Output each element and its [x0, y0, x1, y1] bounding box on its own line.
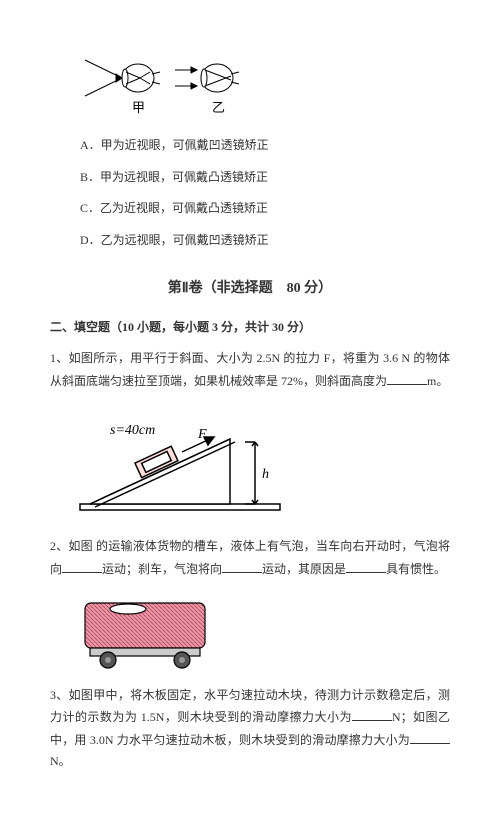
- p2-mid2: 运动，其原因是: [262, 562, 346, 576]
- option-d: D．乙为远视眼，可佩戴凹透镜矫正: [80, 230, 450, 252]
- p2-mid: 运动；刹车，气泡将向: [102, 562, 222, 576]
- p2-post: 具有惯性。: [386, 562, 446, 576]
- h-label: h: [262, 467, 269, 482]
- blank: [387, 370, 427, 385]
- tank-truck-figure: [70, 593, 450, 673]
- blank: [410, 729, 450, 744]
- blank: [222, 558, 262, 573]
- eye-diagram-svg: 甲 乙: [80, 50, 260, 120]
- incline-figure: s=40cm F h: [70, 404, 450, 524]
- p3-post: N。: [50, 754, 71, 768]
- eye-label-left: 甲: [132, 100, 145, 115]
- eye-label-right: 乙: [212, 100, 225, 115]
- blank: [352, 706, 392, 721]
- p1-text-post: m。: [427, 374, 448, 388]
- problem-3: 3、如图甲中，将木板固定，水平匀速拉动木块，待测力计示数稳定后，测力计的示数为为…: [50, 685, 450, 773]
- s-label: s=40cm: [110, 423, 155, 438]
- blank: [62, 558, 102, 573]
- f-label: F: [197, 427, 207, 442]
- sub-title: 二、填空题（10 小题，每小题 3 分，共计 30 分）: [50, 317, 450, 339]
- blank: [346, 558, 386, 573]
- section-title: 第Ⅱ卷（非选择题 80 分）: [50, 276, 450, 301]
- incline-svg: s=40cm F h: [70, 404, 300, 524]
- problem-2: 2、如图 的运输液体货物的槽车，液体上有气泡，当车向右开动时，气泡将向运动；刹车…: [50, 536, 450, 580]
- option-c: C．乙为近视眼，可佩戴凸透镜矫正: [80, 198, 450, 220]
- eye-diagram-figure: 甲 乙: [80, 50, 450, 120]
- problem-1: 1、如图所示，用平行于斜面、大小为 2.5N 的拉力 F，将重为 3.6 N 的…: [50, 348, 450, 392]
- options-block: A．甲为近视眼，可佩戴凹透镜矫正 B．甲为远视眼，可佩戴凸透镜矫正 C．乙为近视…: [80, 135, 450, 251]
- tank-svg: [70, 593, 230, 673]
- option-a: A．甲为近视眼，可佩戴凹透镜矫正: [80, 135, 450, 157]
- option-b: B．甲为远视眼，可佩戴凸透镜矫正: [80, 167, 450, 189]
